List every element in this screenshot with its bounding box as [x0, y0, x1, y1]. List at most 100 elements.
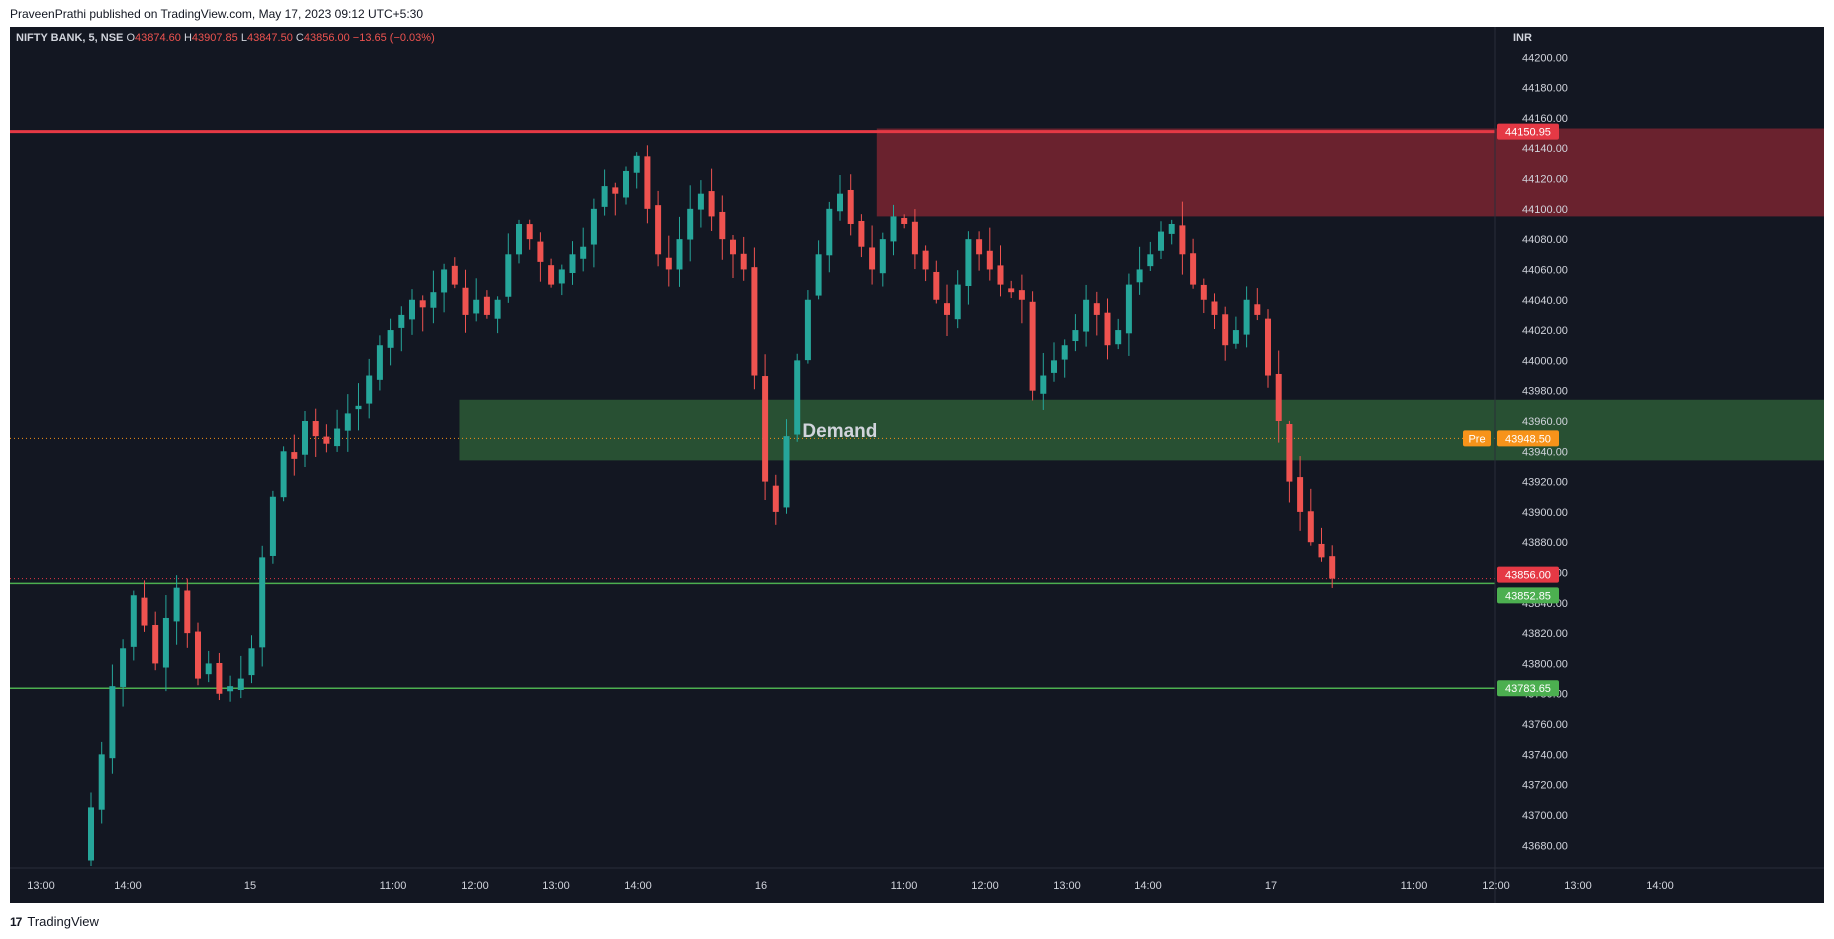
publisher-line: PraveenPrathi published on TradingView.c… — [10, 7, 424, 21]
candle-up — [334, 428, 341, 447]
candle-up — [173, 587, 180, 622]
last-price-tag: 43856.00 — [1505, 570, 1551, 582]
footer: 17 TradingView — [10, 914, 99, 929]
candle-up — [676, 239, 683, 270]
x-tick-label: 14:00 — [624, 880, 652, 892]
candle-up — [890, 216, 897, 242]
candle-up — [162, 617, 169, 668]
legend-l-value: 43847.50 — [247, 32, 296, 44]
y-tick-label: 43740.00 — [1522, 749, 1568, 761]
x-tick-label: 11:00 — [1401, 880, 1428, 892]
candle-up — [494, 299, 501, 319]
legend-o-value: 43874.60 — [135, 32, 184, 44]
candle-down — [1104, 312, 1111, 346]
candle-up — [430, 292, 437, 308]
y-tick-label: 44180.00 — [1522, 83, 1568, 95]
tradingview-logo-icon: 17 — [10, 914, 22, 929]
candle-down — [644, 156, 651, 209]
legend-o-label: O — [126, 32, 135, 44]
candle-down — [1093, 303, 1100, 315]
ohlc-legend: NIFTY BANK, 5, NSE O43874.60 H43907.85 L… — [16, 32, 435, 44]
candle-up — [965, 239, 972, 287]
candle-down — [483, 296, 490, 315]
legend-l-label: L — [241, 32, 247, 44]
candle-down — [665, 257, 672, 270]
candle-up — [1232, 330, 1239, 344]
candle-up — [473, 299, 480, 314]
legend-symbol: NIFTY BANK, 5, NSE — [16, 32, 126, 44]
candle-up — [280, 451, 287, 498]
candle-up — [623, 170, 629, 198]
candle-down — [772, 485, 779, 512]
candle-down — [751, 267, 758, 376]
y-tick-label: 43940.00 — [1522, 446, 1568, 458]
candle-up — [879, 239, 886, 274]
candle-up — [1147, 254, 1154, 267]
y-tick-label: 43920.00 — [1522, 477, 1568, 489]
legend-text: NIFTY BANK, 5, NSE O43874.60 H43907.85 L… — [16, 32, 435, 44]
lines-layer — [10, 130, 1495, 689]
candle-up — [687, 208, 694, 240]
support1-price-tag: 43852.85 — [1505, 590, 1551, 602]
candle-down — [986, 250, 993, 270]
candle-down — [1318, 543, 1325, 558]
candle-up — [355, 405, 362, 410]
x-tick-label: 12:00 — [461, 880, 489, 892]
candle-down — [1254, 304, 1261, 315]
resistance-price-tag: 44150.95 — [1505, 127, 1551, 139]
x-tick-label: 11:00 — [891, 880, 918, 892]
candle-down — [184, 590, 191, 634]
candle-up — [409, 299, 415, 320]
candle-up — [837, 193, 843, 212]
candle-down — [762, 376, 769, 482]
candle-up — [804, 299, 811, 361]
candle-down — [708, 191, 715, 217]
candlestick-chart[interactable]: DemandSupply 44200.0044180.0044160.00441… — [10, 27, 1834, 903]
candle-up — [248, 648, 255, 676]
chart-pane[interactable]: DemandSupply 44200.0044180.0044160.00441… — [10, 27, 1834, 903]
candle-up — [205, 663, 212, 675]
candle-up — [259, 557, 266, 648]
legend-c-value: 43856.00 — [304, 32, 353, 44]
support1-price-tag-bg — [1497, 587, 1559, 604]
candle-up — [558, 269, 565, 284]
candle-down — [548, 265, 555, 285]
candle-down — [1275, 373, 1282, 421]
y-tick-label: 43880.00 — [1522, 537, 1568, 549]
candle-up — [441, 269, 448, 293]
y-tick-label: 43720.00 — [1522, 780, 1568, 792]
axes-layer: 44200.00 44180.00 44160.00 44140.00 44120.00… — [10, 27, 1824, 903]
candle-down — [462, 287, 469, 315]
candle-down — [612, 187, 619, 194]
x-tick-label: 11:00 — [380, 880, 407, 892]
legend-c-label: C — [296, 32, 304, 44]
y-tick-label: 43800.00 — [1522, 658, 1568, 670]
candle-up — [1115, 330, 1122, 345]
y-tick-label: 44040.00 — [1522, 295, 1568, 307]
candle-up — [826, 208, 833, 256]
candle-down — [537, 241, 544, 262]
candle-up — [505, 254, 512, 297]
legend-change: −13.65 (−0.03%) — [353, 32, 435, 44]
candle-down — [1329, 556, 1336, 579]
candle-down — [655, 205, 662, 255]
candle-up — [601, 186, 608, 207]
candle-up — [366, 375, 373, 404]
candle-down — [847, 189, 854, 224]
candle-down — [1297, 477, 1304, 512]
candle-down — [1029, 301, 1036, 391]
candle-up — [130, 595, 137, 647]
candle-up — [1040, 375, 1047, 394]
y-tick-label: 43680.00 — [1522, 840, 1568, 852]
y-tick-label: 43700.00 — [1522, 810, 1568, 822]
candle-down — [526, 224, 533, 240]
candle-down — [1018, 290, 1025, 300]
x-tick-label: 15 — [244, 880, 256, 892]
demand-label: Demand — [802, 421, 877, 442]
x-tick-label: 13:00 — [1564, 880, 1592, 892]
candle-up — [516, 223, 522, 255]
candle-down — [141, 597, 148, 626]
candle-up — [376, 345, 383, 380]
candle-up — [398, 314, 405, 328]
candle-down — [1286, 424, 1293, 482]
